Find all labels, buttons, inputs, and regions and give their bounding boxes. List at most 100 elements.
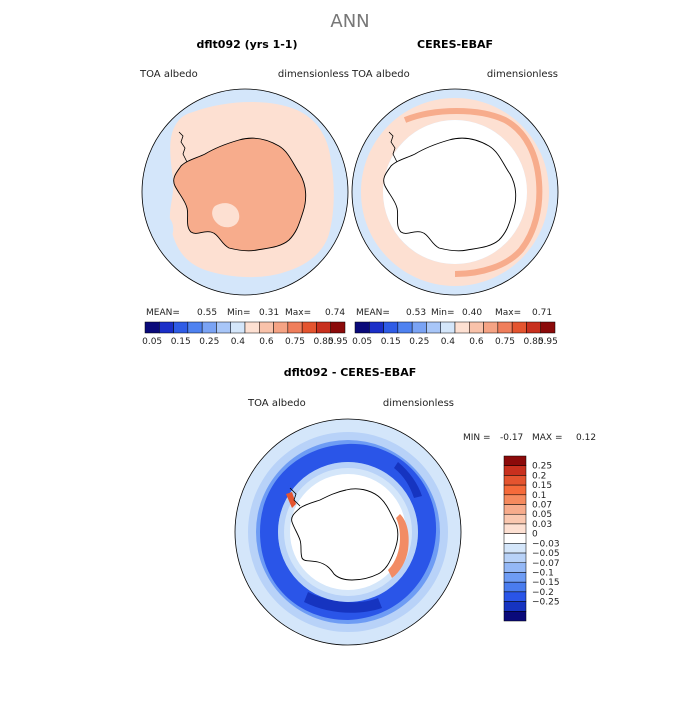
map2-max-label: Max=	[495, 308, 521, 318]
map3-min-value: -0.17	[500, 433, 523, 443]
colorbar-tick-2-6: 0.03	[532, 520, 552, 530]
map2-mean-label: MEAN=	[356, 308, 390, 318]
map3-positive-patch	[388, 514, 409, 578]
map2-title: CERES-EBAF	[417, 38, 493, 51]
colorbar-tick-1-5: 0.75	[495, 337, 515, 347]
map2-orange-ring	[403, 108, 543, 277]
colorbar-swatch-1-10	[497, 321, 513, 334]
colorbar-swatch-0-5	[216, 321, 231, 334]
colorbar-swatch-0-1	[159, 321, 174, 334]
colorbar-tick-1-1: 0.15	[381, 337, 401, 347]
colorbar-tick-2-3: 0.1	[532, 491, 546, 501]
colorbar-swatch-2-6	[503, 513, 527, 525]
colorbar-swatch-1-8	[469, 321, 484, 334]
map1-mean-value: 0.55	[197, 308, 217, 318]
colorbar-swatch-0-6	[230, 321, 246, 334]
colorbar-swatch-2-11	[503, 562, 527, 573]
colorbar-tick-0-0: 0.05	[142, 337, 162, 347]
map3-stats: MIN = -0.17 MAX = 0.12	[463, 433, 596, 443]
map3-peninsula	[289, 487, 301, 507]
colorbar-swatch-2-0	[503, 455, 527, 466]
colorbar-swatch-1-4	[411, 321, 427, 334]
colorbar-swatch-0-3	[187, 321, 203, 334]
map3-max-label: MAX =	[532, 433, 563, 443]
map3-min-label: MIN =	[463, 433, 491, 443]
map2-stats: MEAN= 0.53 Min= 0.40 Max= 0.71	[356, 308, 552, 318]
colorbar-tick-2-11: −0.1	[532, 568, 554, 578]
colorbar-tick-0-4: 0.6	[259, 337, 274, 347]
map1-stats: MEAN= 0.55 Min= 0.31 Max= 0.74	[146, 308, 345, 318]
colorbar-swatch-2-7	[503, 523, 527, 534]
colorbar-swatch-2-12	[503, 572, 527, 583]
map1-min-label: Min=	[227, 308, 251, 318]
colorbar-swatch-0-10	[287, 321, 303, 334]
colorbar-swatch-1-5	[426, 321, 441, 334]
colorbar-swatch-2-3	[503, 484, 527, 496]
colorbar-tick-2-1: 0.2	[532, 471, 546, 481]
colorbar-tick-1-3: 0.4	[441, 337, 456, 347]
map2-peninsula	[388, 131, 398, 163]
page-title: ANN	[330, 11, 369, 32]
colorbar-tick-1-2: 0.25	[409, 337, 429, 347]
map1-units-label: dimensionless	[278, 69, 349, 80]
map1-globe	[141, 88, 349, 296]
map2-variable-label: TOA albedo	[351, 69, 410, 80]
colorbar-tick-1-7: 0.95	[538, 337, 558, 347]
map2-mean-value: 0.53	[406, 308, 426, 318]
colorbar-swatch-2-16	[503, 611, 527, 622]
map3-ice-area	[290, 474, 406, 590]
colorbar-tick-2-13: −0.2	[532, 588, 554, 598]
map3-border	[234, 418, 462, 646]
colorbar-tick-2-4: 0.07	[532, 501, 552, 511]
colorbar-swatch-2-14	[503, 591, 527, 602]
map2-min-label: Min=	[431, 308, 455, 318]
colorbar-swatch-0-8	[259, 321, 274, 334]
map1-blue-patch	[153, 215, 174, 245]
colorbar-swatch-0-7	[244, 321, 260, 334]
colorbar-tick-0-7: 0.95	[328, 337, 348, 347]
colorbar-tick-2-14: −0.25	[532, 598, 560, 608]
map-panel-observed: CERES-EBAF TOA albedo dimensionless MEAN…	[351, 38, 559, 347]
colorbar-tick-1-0: 0.05	[352, 337, 372, 347]
colorbar-tick-2-7: 0	[532, 530, 538, 540]
colorbar-swatch-2-5	[503, 504, 527, 515]
colorbar-tick-0-6: 0.85	[314, 337, 334, 347]
colorbar-swatch-1-12	[526, 321, 541, 334]
map1-title: dflt092 (yrs 1-1)	[197, 38, 298, 51]
colorbar-swatch-1-0	[354, 321, 370, 334]
colorbar-swatch-1-3	[397, 321, 413, 334]
colorbar-swatch-0-0	[144, 321, 160, 334]
colorbar-tick-2-2: 0.15	[532, 481, 552, 491]
colorbar-swatch-2-8	[503, 533, 527, 544]
colorbar-tick-0-3: 0.4	[231, 337, 246, 347]
map1-max-value: 0.74	[325, 308, 345, 318]
map3-globe	[234, 418, 462, 646]
map1-peninsula	[178, 131, 188, 163]
colorbar-swatch-2-2	[503, 475, 527, 486]
colorbar-swatch-2-15	[503, 601, 527, 612]
map3-max-value: 0.12	[576, 433, 596, 443]
map3-colorbar: 0.250.20.150.10.070.050.030−0.03−0.05−0.…	[503, 455, 560, 622]
colorbar-tick-2-9: −0.05	[532, 549, 560, 559]
colorbar-tick-2-12: −0.15	[532, 578, 560, 588]
map3-peninsula-patch	[286, 492, 296, 508]
colorbar-swatch-2-1	[503, 465, 527, 476]
map2-max-value: 0.71	[532, 308, 552, 318]
colorbar-tick-2-8: −0.03	[532, 539, 560, 549]
colorbar-swatch-1-13	[540, 321, 556, 334]
map2-globe	[351, 88, 559, 296]
colorbar-tick-0-2: 0.25	[199, 337, 219, 347]
map-panel-difference: dflt092 - CERES-EBAF TOA albedo dimensio…	[234, 366, 596, 646]
colorbar-swatch-0-13	[330, 321, 346, 334]
map1-colorbar: 0.05 0.15 0.25 0.4 0.6 0.75 0.850.95	[142, 321, 348, 347]
map1-min-value: 0.31	[259, 308, 279, 318]
map-panel-model: dflt092 (yrs 1-1) TOA albedo dimensionle…	[139, 38, 349, 347]
map3-title: dflt092 - CERES-EBAF	[284, 366, 416, 379]
map1-border	[141, 88, 349, 296]
colorbar-swatch-0-9	[273, 321, 289, 334]
map3-variable-label: TOA albedo	[247, 398, 306, 409]
map1-max-label: Max=	[285, 308, 311, 318]
colorbar-tick-2-5: 0.05	[532, 510, 552, 520]
colorbar-swatch-1-1	[369, 321, 384, 334]
map3-dark-patches	[304, 462, 422, 613]
